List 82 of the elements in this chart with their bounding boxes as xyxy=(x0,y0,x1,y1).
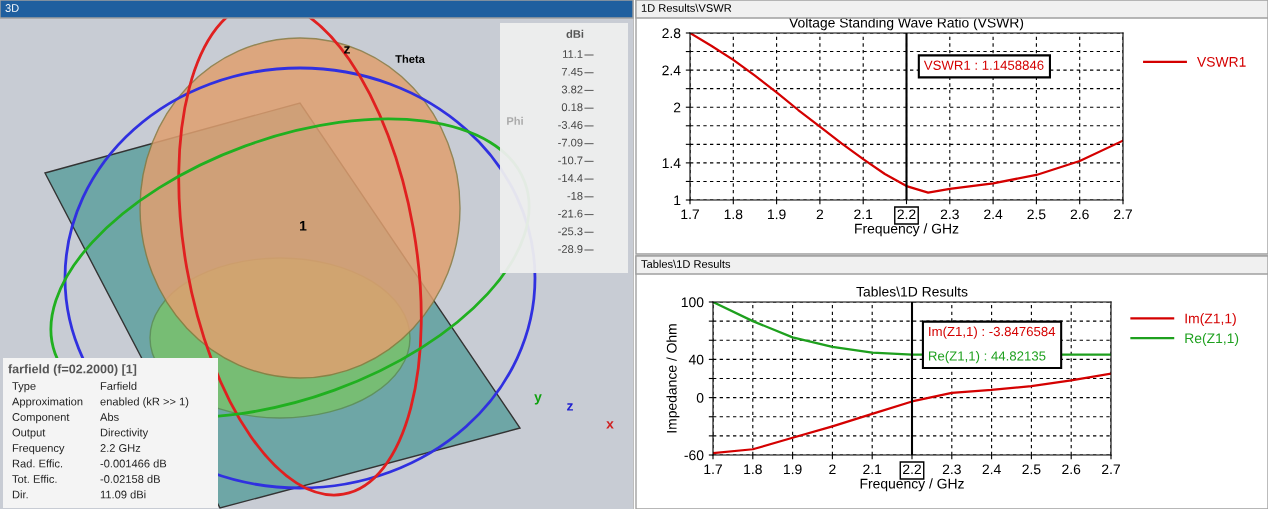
text: -3.46 xyxy=(558,121,583,129)
x-tick-label: 2.3 xyxy=(940,209,959,220)
text: -18 xyxy=(567,191,583,200)
y-tick-label: 100 xyxy=(681,297,704,308)
legend-label: Re(Z1,1) xyxy=(1185,333,1239,346)
text: 0.18 xyxy=(561,103,583,112)
x-tick-label: 2 xyxy=(816,209,824,220)
y-tick-label: 1.4 xyxy=(662,158,681,168)
text: y xyxy=(534,394,542,405)
text: 1D Results\VSWR xyxy=(641,3,732,12)
x-tick-label: 2.4 xyxy=(984,209,1003,220)
text: farfield (f=02.2000) [1] xyxy=(8,364,137,376)
text: Output xyxy=(12,428,46,439)
text: 11.1 xyxy=(563,50,583,58)
text: Frequency xyxy=(12,444,65,455)
x-tick-label: 2.5 xyxy=(1022,464,1041,475)
y-tick-label: -60 xyxy=(684,450,704,461)
x-tick-label: 1.9 xyxy=(784,464,802,475)
y-tick-label: 1 xyxy=(674,195,681,206)
x-tick-label: 2.4 xyxy=(982,464,1001,475)
y-tick-label: 2.4 xyxy=(662,65,681,76)
text: z xyxy=(344,46,350,54)
y-axis-title: Impedance / Ohm xyxy=(666,324,680,433)
text: Tables\1D Results xyxy=(641,259,731,268)
text: Type xyxy=(12,382,36,393)
x-tick-label: 2.6 xyxy=(1070,209,1089,220)
x-tick-label: 2.5 xyxy=(1027,209,1046,220)
text: -28.9 xyxy=(558,245,583,253)
y-tick-label: 40 xyxy=(688,354,704,365)
text: x xyxy=(606,421,614,429)
text: 11.09 dBi xyxy=(100,490,146,499)
x-tick-label: 2.3 xyxy=(942,464,961,475)
x-tick-label: 2.2 xyxy=(903,464,921,475)
y-tick-label: 2.8 xyxy=(662,28,681,39)
text: 3.82 xyxy=(561,85,583,94)
x-axis-title: Frequency / GHz xyxy=(855,223,959,237)
text: 2.2 GHz xyxy=(100,444,141,452)
chart-title: Voltage Standing Wave Ratio (VSWR) xyxy=(789,17,1024,31)
text: -21.6 xyxy=(558,209,583,218)
text: Dir. xyxy=(12,490,28,499)
text: -25.3 xyxy=(558,227,583,236)
x-tick-label: 1.8 xyxy=(744,464,762,475)
text: -10.7 xyxy=(558,156,583,165)
text: Tot. Effic. xyxy=(12,474,57,483)
x-axis-title: Frequency / GHz xyxy=(860,478,964,492)
text: -0.02158 dB xyxy=(100,474,160,483)
text: -14.4 xyxy=(558,174,583,182)
text: -7.09 xyxy=(558,138,583,147)
x-tick-label: 2.6 xyxy=(1062,464,1081,475)
text: -0.001466 dB xyxy=(100,459,167,468)
text: Theta xyxy=(395,54,425,63)
x-tick-label: 2 xyxy=(829,464,836,475)
x-tick-label: 1.7 xyxy=(704,464,722,475)
annotation: Re(Z1,1) : 44.82135 xyxy=(929,350,1046,364)
x-tick-label: 2.1 xyxy=(863,464,882,475)
x-tick-label: 1.9 xyxy=(768,209,786,220)
text: enabled (kR >> 1) xyxy=(100,397,189,408)
text: Approximation xyxy=(12,397,83,408)
annotation: VSWR1 : 1.1458846 xyxy=(923,60,1044,70)
text: Directivity xyxy=(100,428,149,439)
annotation: Im(Z1,1) : -3.8476584 xyxy=(929,326,1056,339)
chart-title: Tables\1D Results xyxy=(856,286,968,297)
x-tick-label: 2.1 xyxy=(854,209,873,220)
x-tick-label: 2.7 xyxy=(1102,464,1120,475)
text: Abs xyxy=(100,412,119,421)
text: z xyxy=(567,403,573,411)
x-tick-label: 2.2 xyxy=(897,209,916,220)
legend-label: VSWR1 xyxy=(1197,56,1246,67)
text: Farfield xyxy=(100,381,137,390)
text: Rad. Effic. xyxy=(12,459,63,468)
text: dBi xyxy=(566,29,584,38)
text: 1 xyxy=(300,221,307,231)
x-tick-label: 1.7 xyxy=(681,209,699,220)
text: 7.45 xyxy=(561,67,583,76)
legend-label: Im(Z1,1) xyxy=(1185,313,1236,327)
x-tick-label: 1.8 xyxy=(724,209,743,220)
text: Phi xyxy=(507,116,523,125)
y-tick-label: 0 xyxy=(696,392,704,403)
x-tick-label: 2.7 xyxy=(1114,209,1132,220)
text: Component xyxy=(12,413,70,424)
text: 3D xyxy=(5,4,19,12)
y-tick-label: 2 xyxy=(673,102,681,113)
